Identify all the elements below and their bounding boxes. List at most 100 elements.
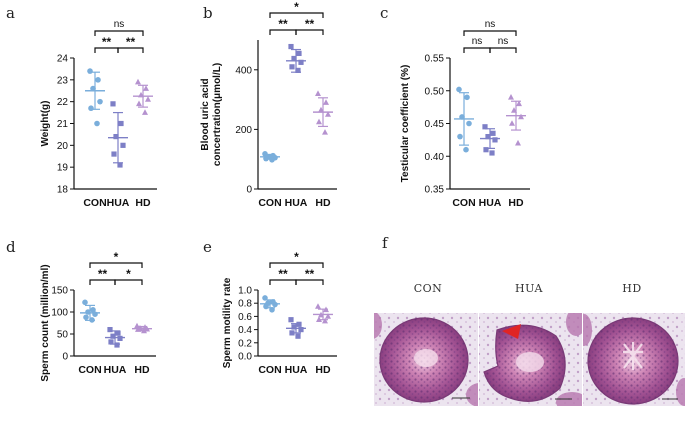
significance-bracket — [94, 30, 144, 36]
y-tick-label: 50 — [57, 330, 69, 341]
y-axis-label: Weight(g) — [40, 101, 51, 147]
data-point — [118, 120, 124, 127]
data-point — [142, 109, 148, 115]
significance-bracket — [269, 262, 324, 268]
data-point — [143, 85, 149, 91]
significance-label: * — [126, 267, 131, 281]
significance-label: ns — [498, 36, 509, 47]
data-point — [295, 67, 301, 73]
data-point — [113, 134, 119, 140]
data-point — [318, 106, 324, 113]
data-point — [108, 339, 114, 345]
data-point — [82, 299, 88, 306]
y-axis-label: Sperm count (million/ml) — [40, 264, 51, 381]
data-point — [83, 314, 89, 321]
data-point — [115, 330, 121, 336]
y-tick-label: 0.2 — [238, 338, 252, 349]
significance-label: * — [294, 250, 299, 264]
data-point — [136, 100, 142, 107]
panel-label-f: f — [382, 234, 389, 252]
y-tick-label: 20 — [57, 141, 69, 152]
panel-label-d: d — [6, 238, 16, 256]
data-point — [518, 113, 524, 120]
data-point — [485, 134, 491, 140]
data-point — [141, 327, 147, 334]
y-tick-label: 400 — [235, 65, 252, 76]
data-point — [88, 105, 94, 112]
y-tick-label: 0.45 — [425, 119, 445, 130]
data-point — [89, 317, 95, 323]
data-point — [97, 98, 103, 105]
data-point — [515, 139, 521, 146]
data-point — [316, 316, 322, 322]
x-category-label: CON — [258, 197, 281, 209]
y-axis-label: Blood uric acidconcertration(μmol/L) — [200, 63, 223, 166]
significance-bracket — [117, 47, 144, 53]
x-category-label: HD — [315, 364, 331, 376]
panel-label-e: e — [203, 238, 212, 256]
x-category-label: CON — [258, 364, 281, 376]
data-point — [296, 321, 302, 327]
y-tick-label: 21 — [57, 119, 69, 130]
panel-label-a: a — [6, 4, 15, 22]
histology-label-hua: HUA — [515, 282, 544, 295]
significance-label: ns — [472, 36, 483, 47]
data-point — [296, 50, 302, 57]
data-point — [298, 327, 304, 333]
data-point — [135, 326, 141, 332]
significance-label: * — [114, 250, 119, 264]
x-category-label: HUA — [104, 364, 127, 376]
y-tick-label: 100 — [51, 308, 68, 319]
significance-label: * — [294, 0, 299, 14]
chart-panel-e: 0.0 0.2 0.4 0.6 0.8 1.0 Sperm motility rate CON… — [222, 250, 337, 376]
data-point — [92, 311, 98, 318]
data-point — [315, 303, 321, 309]
data-point — [117, 162, 123, 168]
x-category-label: HUA — [285, 197, 308, 209]
data-point — [263, 303, 269, 310]
data-point — [120, 142, 126, 148]
data-point — [323, 306, 329, 313]
data-point — [489, 150, 495, 156]
y-tick-label: 0 — [62, 352, 68, 363]
significance-label: ** — [126, 35, 136, 49]
panel-label-b: b — [203, 4, 213, 22]
significance-label: ns — [485, 19, 496, 30]
chart-panel-c: 0.35 0.40 0.45 0.50 0.55 Testicular coefficie… — [400, 19, 530, 209]
data-point — [516, 100, 522, 107]
data-point — [269, 307, 275, 313]
data-point — [295, 333, 301, 339]
y-tick-label: 0.50 — [425, 86, 445, 97]
histology-image-hd — [583, 313, 685, 406]
data-point — [138, 91, 144, 98]
data-point — [85, 309, 91, 315]
significance-label: ** — [305, 267, 315, 281]
data-point — [288, 317, 294, 323]
data-point — [107, 327, 113, 333]
data-point — [490, 130, 496, 136]
data-point — [298, 59, 304, 65]
y-axis-label-line: Blood uric acid — [200, 78, 211, 150]
significance-label: ** — [278, 17, 288, 31]
data-point — [291, 324, 297, 330]
chart-panel-b: 0 200 400 Blood uric acidconcertration(μmol… — [200, 0, 337, 209]
data-point — [463, 146, 469, 153]
data-point — [325, 313, 331, 319]
significance-bracket — [295, 29, 324, 35]
data-point — [135, 78, 141, 85]
data-point — [511, 107, 517, 113]
x-category-label: HD — [135, 197, 151, 209]
significance-label: ** — [278, 267, 288, 281]
significance-bracket — [463, 47, 491, 53]
chart-panel-a: 18 19 20 21 22 23 24 Weight(g) CON HUA HD ** **ns — [40, 19, 157, 209]
data-point — [114, 342, 120, 348]
data-point — [90, 307, 96, 313]
data-point — [289, 64, 295, 70]
data-point — [110, 101, 116, 107]
data-point — [482, 124, 488, 130]
y-axis-label: Testicular coefficient (%) — [400, 65, 411, 183]
y-tick-label: 23 — [57, 75, 69, 86]
data-point — [289, 330, 295, 336]
data-point — [262, 295, 268, 301]
